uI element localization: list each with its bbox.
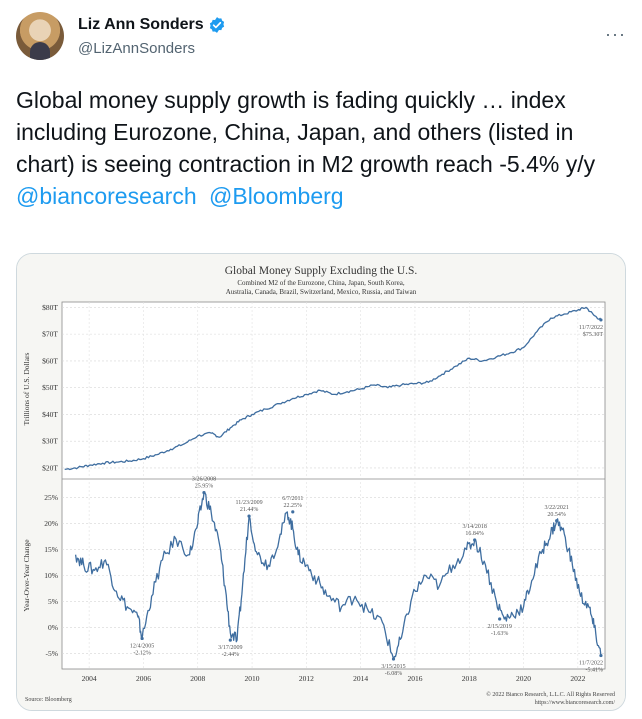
- mention-link[interactable]: @Bloomberg: [209, 183, 344, 209]
- mention-link[interactable]: @biancoresearch: [16, 183, 197, 209]
- annotation-label: 3/15/2015: [381, 664, 405, 670]
- series-line: [64, 306, 602, 471]
- author-name[interactable]: Liz Ann Sonders: [78, 16, 204, 33]
- tweet-mentions: @biancoresearch @Bloomberg: [16, 180, 628, 212]
- annotation-label: 3/17/2009: [218, 645, 242, 651]
- y-tick-label: $60T: [42, 356, 58, 365]
- annotation-point: [473, 538, 477, 542]
- annotation-label: 2/15/2019: [487, 624, 511, 630]
- y-tick-label: 10%: [44, 571, 58, 580]
- annotation-point: [291, 510, 295, 514]
- y-tick-label: -5%: [46, 649, 59, 658]
- annotation-label: -2.12%: [133, 650, 151, 656]
- y-tick-label: $50T: [42, 383, 58, 392]
- chart-subtitle-line-1: Combined M2 of the Eurozone, China, Japa…: [237, 279, 404, 287]
- money-supply-chart: Global Money Supply Excluding the U.S. C…: [17, 254, 625, 710]
- annotation-point: [599, 653, 603, 658]
- annotation-point: [498, 617, 502, 621]
- annotation-label: 3/14/2018: [463, 524, 487, 530]
- y-tick-label: $70T: [42, 330, 58, 339]
- annotation-label: -6.08%: [385, 671, 403, 677]
- x-tick-label: 2004: [82, 674, 97, 683]
- annotation-point: [202, 491, 206, 495]
- tweet-media-chart[interactable]: Global Money Supply Excluding the U.S. C…: [16, 253, 626, 711]
- author-handle[interactable]: @LizAnnSonders: [78, 40, 195, 57]
- y-tick-label: $80T: [42, 303, 58, 312]
- chart-subtitle-line-2: Australia, Canada, Brazil, Switzerland, …: [226, 288, 417, 296]
- annotation-label: 6/7/2011: [282, 496, 303, 502]
- series-line: [74, 491, 602, 660]
- x-tick-label: 2008: [190, 674, 205, 683]
- tweet-header: Liz Ann Sonders @LizAnnSonders ···: [16, 12, 626, 62]
- tweet-text: Global money supply growth is fading qui…: [16, 87, 596, 177]
- x-tick-label: 2022: [570, 674, 585, 683]
- annotation-label: -5.41%: [586, 668, 604, 674]
- y-axis-label: Year-Over-Year Change: [22, 539, 31, 612]
- annotation-label: -1.63%: [491, 631, 509, 637]
- annotation-label: 3/22/2021: [545, 505, 569, 511]
- y-tick-label: 5%: [48, 597, 58, 606]
- x-tick-label: 2014: [353, 674, 368, 683]
- y-axis-label: Trillions of U.S. Dollars: [22, 352, 31, 425]
- x-tick-label: 2006: [136, 674, 151, 683]
- annotation-point: [247, 514, 251, 518]
- y-tick-label: $30T: [42, 437, 58, 446]
- x-tick-label: 2018: [462, 674, 477, 683]
- annotation-point: [228, 638, 232, 642]
- annotation-label: 11/23/2009: [236, 500, 263, 506]
- y-tick-label: 0%: [48, 623, 58, 632]
- annotation-label: $75.30T: [583, 331, 604, 338]
- avatar[interactable]: [16, 12, 64, 60]
- x-tick-label: 2020: [516, 674, 531, 683]
- tweet-body: Global money supply growth is fading qui…: [16, 84, 628, 212]
- annotation-label: 3/26/2008: [192, 477, 216, 483]
- y-tick-label: $40T: [42, 410, 58, 419]
- annotation-label: -2.44%: [222, 652, 240, 658]
- annotation-label: 11/7/2022: [579, 325, 603, 331]
- annotation-point: [599, 318, 603, 322]
- author-row: Liz Ann Sonders: [78, 16, 226, 34]
- chart-copyright: © 2022 Bianco Research, L.L.C. All Right…: [486, 691, 615, 698]
- y-tick-label: $20T: [42, 463, 58, 472]
- annotation-label: 21.44%: [240, 507, 259, 513]
- y-tick-label: 25%: [44, 493, 58, 502]
- annotation-label: 12/4/2005: [130, 643, 154, 649]
- x-tick-label: 2010: [245, 674, 260, 683]
- annotation-label: 22.25%: [284, 503, 303, 509]
- x-tick-label: 2016: [407, 674, 422, 683]
- more-options-icon[interactable]: ···: [605, 24, 626, 44]
- verified-badge-icon: [209, 17, 224, 33]
- annotation-label: 25.95%: [195, 484, 214, 490]
- plot-frame: [61, 301, 606, 670]
- chart-copyright-url: https://www.biancoresearch.com/: [535, 700, 616, 706]
- annotation-label: 20.54%: [547, 512, 566, 518]
- annotation-point: [555, 519, 559, 523]
- annotation-label: 11/7/2022: [579, 661, 603, 667]
- chart-title: Global Money Supply Excluding the U.S.: [225, 265, 418, 277]
- x-tick-label: 2012: [299, 674, 314, 683]
- annotation-label: 16.84%: [465, 531, 484, 537]
- chart-source: Source: Bloomberg: [25, 697, 72, 703]
- annotation-point: [140, 636, 144, 641]
- y-tick-label: 20%: [44, 519, 58, 528]
- annotation-point: [391, 657, 396, 661]
- y-tick-label: 15%: [44, 545, 58, 554]
